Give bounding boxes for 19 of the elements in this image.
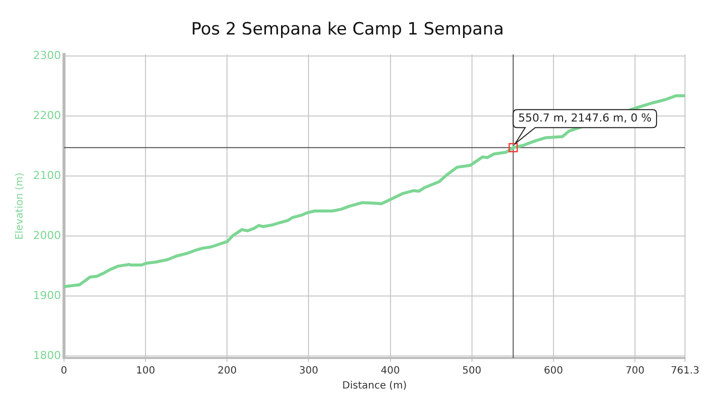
x-tick-label: 200	[218, 366, 237, 377]
y-tick-label: 2300	[32, 49, 61, 62]
x-tick-label: 100	[136, 366, 156, 377]
y-tick-label: 2100	[32, 169, 61, 182]
x-tick-label: 500	[462, 366, 482, 377]
annotation: 550.7 m, 2147.6 m, 0 %	[518, 112, 652, 124]
y-tick-label: 2000	[32, 229, 61, 242]
x-tick-label: 700	[625, 366, 645, 377]
chart-title: Pos 2 Sempana ke Camp 1 Sempana	[191, 20, 504, 40]
x-tick-label: 761.3	[670, 366, 700, 377]
y-tick-label: 1800	[32, 349, 61, 362]
x-tick-label: 300	[299, 366, 318, 377]
x-tick-label: 400	[380, 366, 400, 377]
y-axis-title: Elevation (m)	[14, 172, 26, 240]
x-tick-label: 0	[60, 366, 68, 377]
y-tick-label: 2200	[32, 109, 61, 122]
y-tick-label: 1900	[32, 289, 61, 302]
x-tick-label: 600	[544, 366, 563, 377]
x-axis-title: Distance (m)	[342, 380, 407, 392]
